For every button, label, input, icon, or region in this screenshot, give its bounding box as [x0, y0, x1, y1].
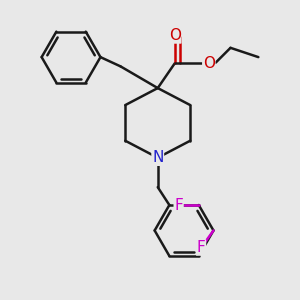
Text: N: N	[152, 150, 164, 165]
Text: O: O	[203, 56, 215, 71]
Text: O: O	[169, 28, 181, 43]
Text: F: F	[197, 240, 206, 255]
Text: F: F	[174, 197, 183, 212]
